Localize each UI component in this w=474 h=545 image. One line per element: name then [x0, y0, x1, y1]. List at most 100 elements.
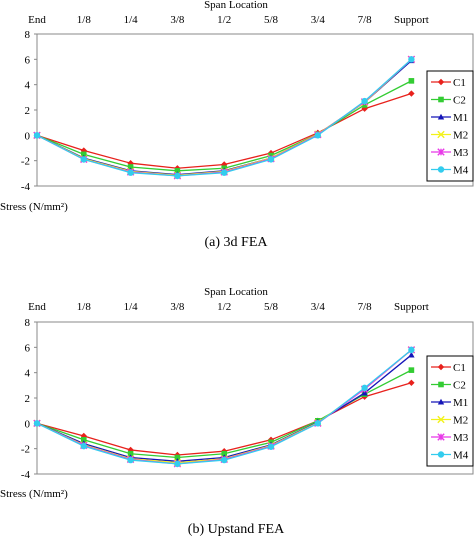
legend-entry-m3: M3: [431, 432, 469, 444]
legend-entry-c1: C1: [431, 362, 466, 374]
series-line: [36, 354, 412, 462]
y-tick-label: 0: [25, 130, 31, 142]
x-tick-label: 1/2: [217, 14, 231, 26]
x-tick-label: 1/4: [124, 301, 139, 313]
legend: C1 C2 M1 M2 M3 M4: [426, 355, 474, 467]
data-point: [33, 132, 41, 139]
series-line: [36, 58, 412, 176]
data-point: [81, 151, 87, 158]
legend-marker: [437, 113, 445, 120]
legend-entry-m1: M1: [431, 112, 468, 124]
series-line: [36, 80, 412, 172]
legend-entry-m3: M3: [431, 147, 469, 159]
y-tick-label: 8: [25, 317, 31, 329]
series-m1: [33, 57, 415, 178]
y-tick-label: 6: [25, 54, 31, 66]
data-point: [314, 420, 321, 427]
y-tick-label: -4: [21, 469, 31, 481]
data-point: [361, 97, 368, 105]
x-tick-label: 1/8: [77, 301, 92, 313]
legend-entry-m4: M4: [431, 165, 469, 177]
legend-entry-m2: M2: [431, 130, 468, 142]
legend-label: C1: [453, 362, 466, 374]
legend-entry-m2: M2: [431, 415, 468, 427]
data-point: [221, 169, 228, 176]
x-tick-label: End: [28, 301, 46, 313]
legend-entry-c2: C2: [431, 380, 466, 392]
x-tick-label: Support: [394, 301, 429, 313]
x-axis-title: Span Location: [204, 0, 268, 11]
panel-caption: (b) Upstand FEA: [188, 522, 285, 537]
legend-marker: [438, 381, 444, 388]
series-c2: [34, 78, 415, 174]
data-point: [174, 168, 181, 174]
legend-label: M3: [453, 432, 469, 444]
data-point: [408, 56, 415, 63]
legend-marker: [437, 166, 445, 173]
x-tick-label: End: [28, 14, 46, 26]
legend-box: [426, 355, 474, 467]
legend-marker: [438, 96, 444, 103]
legend-label: M4: [453, 165, 469, 177]
data-point: [80, 156, 88, 163]
y-tick-label: 6: [25, 342, 31, 354]
data-point: [408, 367, 415, 373]
legend-marker: [437, 78, 445, 86]
chart-panel-3d-fea: Span Location End 1/8 1/4 3/8 1/2 5/8 3/4 7/8 Su…: [0, 0, 474, 250]
legend-box: [426, 70, 474, 182]
legend-entry-c1: C1: [431, 77, 466, 89]
y-tick-label: 4: [25, 368, 31, 380]
legend-label: M3: [453, 147, 469, 159]
y-tick-label: 2: [25, 105, 31, 117]
legend-label: M1: [453, 112, 468, 124]
data-point: [408, 379, 415, 386]
y-tick-label: 8: [25, 29, 31, 41]
x-tick-label: 7/8: [358, 301, 373, 313]
y-tick-label: 4: [25, 80, 31, 92]
data-point: [127, 450, 134, 457]
legend-entry-m1: M1: [431, 397, 468, 409]
x-axis-title: Span Location: [204, 286, 268, 298]
data-point: [221, 456, 228, 464]
x-tick-label: 3/8: [170, 301, 185, 313]
legend: C1 C2 M1 M2 M3 M4: [426, 70, 474, 182]
data-point: [361, 384, 368, 392]
legend-entry-c2: C2: [431, 95, 466, 107]
series-c1: [33, 90, 415, 172]
data-point: [174, 454, 181, 461]
legend-label: M2: [453, 415, 468, 427]
data-point: [80, 442, 88, 450]
legend-label: C2: [453, 380, 466, 392]
y-tick-label: 0: [25, 418, 31, 430]
data-point: [408, 351, 415, 358]
legend-entry-m4: M4: [431, 450, 469, 462]
x-tick-label: 1/2: [217, 301, 231, 313]
y-tick-label: -2: [21, 156, 30, 168]
series-line: [36, 58, 412, 177]
y-axis-title: Stress (N/mm²): [0, 488, 68, 500]
x-tick-labels: End 1/8 1/4 3/8 1/2 5/8 3/4 7/8 Support: [28, 301, 429, 313]
data-point: [33, 420, 41, 427]
data-point: [127, 164, 134, 170]
y-tick-labels: -4 -2 0 2 4 6 8: [21, 317, 37, 481]
data-point: [174, 172, 181, 180]
data-point: [408, 346, 415, 354]
legend-label: M1: [453, 397, 468, 409]
y-tick-label: -2: [21, 444, 30, 456]
series-line: [36, 58, 412, 177]
series-m2: [33, 55, 416, 179]
data-point: [174, 460, 181, 468]
data-point: [267, 443, 275, 450]
series-m4: [33, 56, 415, 180]
legend-marker: [437, 398, 445, 405]
data-point: [81, 437, 87, 443]
data-point: [408, 78, 415, 84]
x-tick-label: 5/8: [264, 14, 279, 26]
series-m4: [33, 346, 415, 468]
panel-caption: (a) 3d FEA: [205, 235, 269, 250]
legend-label: M4: [453, 450, 469, 462]
data-point: [408, 90, 415, 97]
legend-marker: [437, 415, 445, 424]
y-tick-labels: -4 -2 0 2 4 6 8: [21, 29, 37, 193]
